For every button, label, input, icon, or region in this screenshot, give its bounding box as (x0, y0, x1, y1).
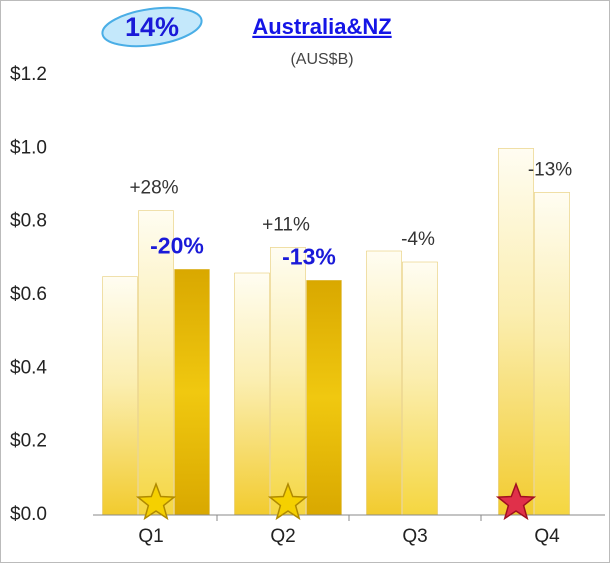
change-label: -13% (528, 159, 572, 180)
badge-oval (101, 6, 203, 48)
bar (102, 276, 138, 516)
y-tick-label: $1.0 (10, 137, 47, 158)
star (135, 481, 177, 521)
chart-title: Australia&NZ (252, 14, 391, 39)
bar (174, 269, 210, 516)
x-tick-label: Q2 (270, 526, 295, 547)
x-tick-label: Q4 (534, 526, 560, 547)
change-label: -20% (150, 232, 204, 258)
change-label: +11% (262, 214, 310, 235)
y-tick-label: $1.2 (10, 64, 47, 85)
y-tick-label: $0.6 (10, 284, 47, 305)
y-tick-label: $0.0 (10, 504, 47, 525)
star (495, 481, 537, 521)
y-tick-label: $0.4 (10, 357, 47, 378)
x-tick-label: Q1 (138, 526, 163, 547)
bar (270, 247, 306, 516)
chart-subtitle: (AUS$B) (290, 51, 353, 68)
bar (534, 192, 570, 516)
y-tick-label: $0.8 (10, 211, 47, 232)
badge: 14% (125, 12, 179, 42)
change-label: -13% (282, 243, 336, 269)
bar (138, 210, 174, 516)
bar (306, 280, 342, 516)
y-tick-label: $0.2 (10, 431, 47, 452)
bar (402, 261, 438, 516)
x-tick-label: Q3 (402, 526, 427, 547)
star (267, 481, 309, 521)
change-label: -4% (401, 229, 435, 250)
change-label: +28% (129, 178, 178, 199)
bar (234, 272, 270, 516)
bar (366, 250, 402, 516)
bar (498, 148, 534, 516)
